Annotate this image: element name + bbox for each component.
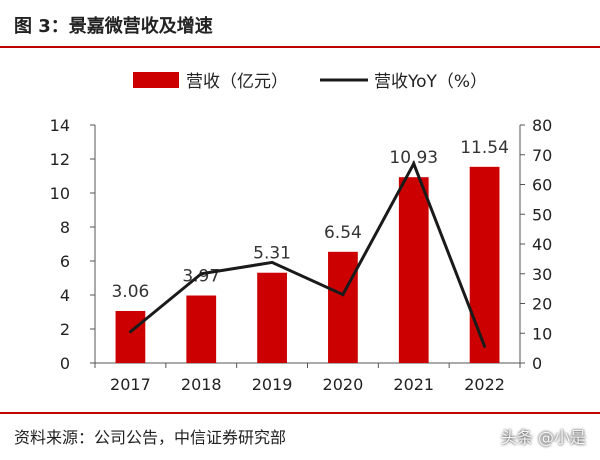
y-right-tick-label: 10 — [532, 324, 552, 343]
revenue-data-label: 11.54 — [460, 138, 509, 158]
revenue-bar — [257, 272, 287, 363]
x-tick-label: 2019 — [252, 375, 293, 394]
x-tick-label: 2018 — [181, 375, 222, 394]
legend-bar-label: 营收（亿元） — [186, 72, 288, 92]
y-left-tick-label: 12 — [50, 150, 70, 169]
legend: 营收（亿元） 营收YoY（%） — [133, 72, 487, 92]
x-tick-label: 2017 — [110, 375, 151, 394]
source-note: 资料来源：公司公告，中信证券研究部 — [14, 428, 287, 447]
watermark: 头条 @小是 — [500, 428, 586, 447]
legend-bar-swatch — [133, 72, 179, 88]
revenue-bar — [115, 310, 146, 363]
revenue-data-label: 5.31 — [253, 244, 291, 264]
revenue-chart: 营收（亿元） 营收YoY（%） 0 2 4 6 8 10 12 14 0 10 20 30 40 50 60… — [50, 72, 553, 394]
y-left-tick-label: 8 — [60, 218, 70, 237]
revenue-bar — [469, 166, 500, 363]
x-tick-label: 2020 — [323, 375, 364, 394]
y-right-tick-label: 30 — [532, 265, 552, 284]
yoy-point — [128, 330, 132, 334]
y-left-tick-label: 4 — [60, 286, 70, 305]
revenue-bar — [186, 295, 217, 363]
revenue-data-label: 6.54 — [324, 223, 362, 243]
x-tick-label: 2021 — [393, 375, 434, 394]
revenue-data-label: 3.06 — [111, 282, 149, 302]
y-right-tick-label: 80 — [532, 116, 552, 135]
y-right-tick-label: 20 — [532, 295, 552, 314]
revenue-bar — [328, 251, 358, 363]
yoy-point — [483, 344, 487, 348]
y-right-tick-label: 50 — [532, 205, 552, 224]
legend-line-label: 营收YoY（%） — [374, 72, 487, 92]
y-left-tick-label: 10 — [50, 184, 70, 203]
revenue-bar — [398, 177, 429, 363]
y-right-tick-label: 60 — [532, 176, 552, 195]
yoy-line-group — [128, 160, 487, 348]
bottom-divider — [0, 412, 600, 414]
y-right-tick-label: 0 — [532, 354, 542, 373]
top-divider — [0, 46, 600, 48]
y-left-tick-label: 0 — [60, 354, 70, 373]
x-tick-label: 2022 — [464, 375, 505, 394]
y-left-tick-label: 6 — [60, 252, 70, 271]
revenue-data-label: 10.93 — [389, 148, 438, 168]
yoy-point — [412, 162, 416, 166]
y-right-tick-label: 70 — [532, 146, 552, 165]
y-right-tick-label: 40 — [532, 235, 552, 254]
axes: 0 2 4 6 8 10 12 14 0 10 20 30 40 50 60 70 80 2017 2018 2019… — [50, 116, 553, 394]
bars — [115, 166, 500, 363]
yoy-point — [199, 272, 203, 276]
yoy-point — [270, 260, 274, 264]
y-left-tick-label: 2 — [60, 320, 70, 339]
figure-title: 图 3：景嘉微营收及增速 — [14, 16, 213, 37]
yoy-line — [129, 160, 486, 347]
y-left-tick-label: 14 — [50, 116, 70, 135]
yoy-point — [341, 293, 345, 297]
